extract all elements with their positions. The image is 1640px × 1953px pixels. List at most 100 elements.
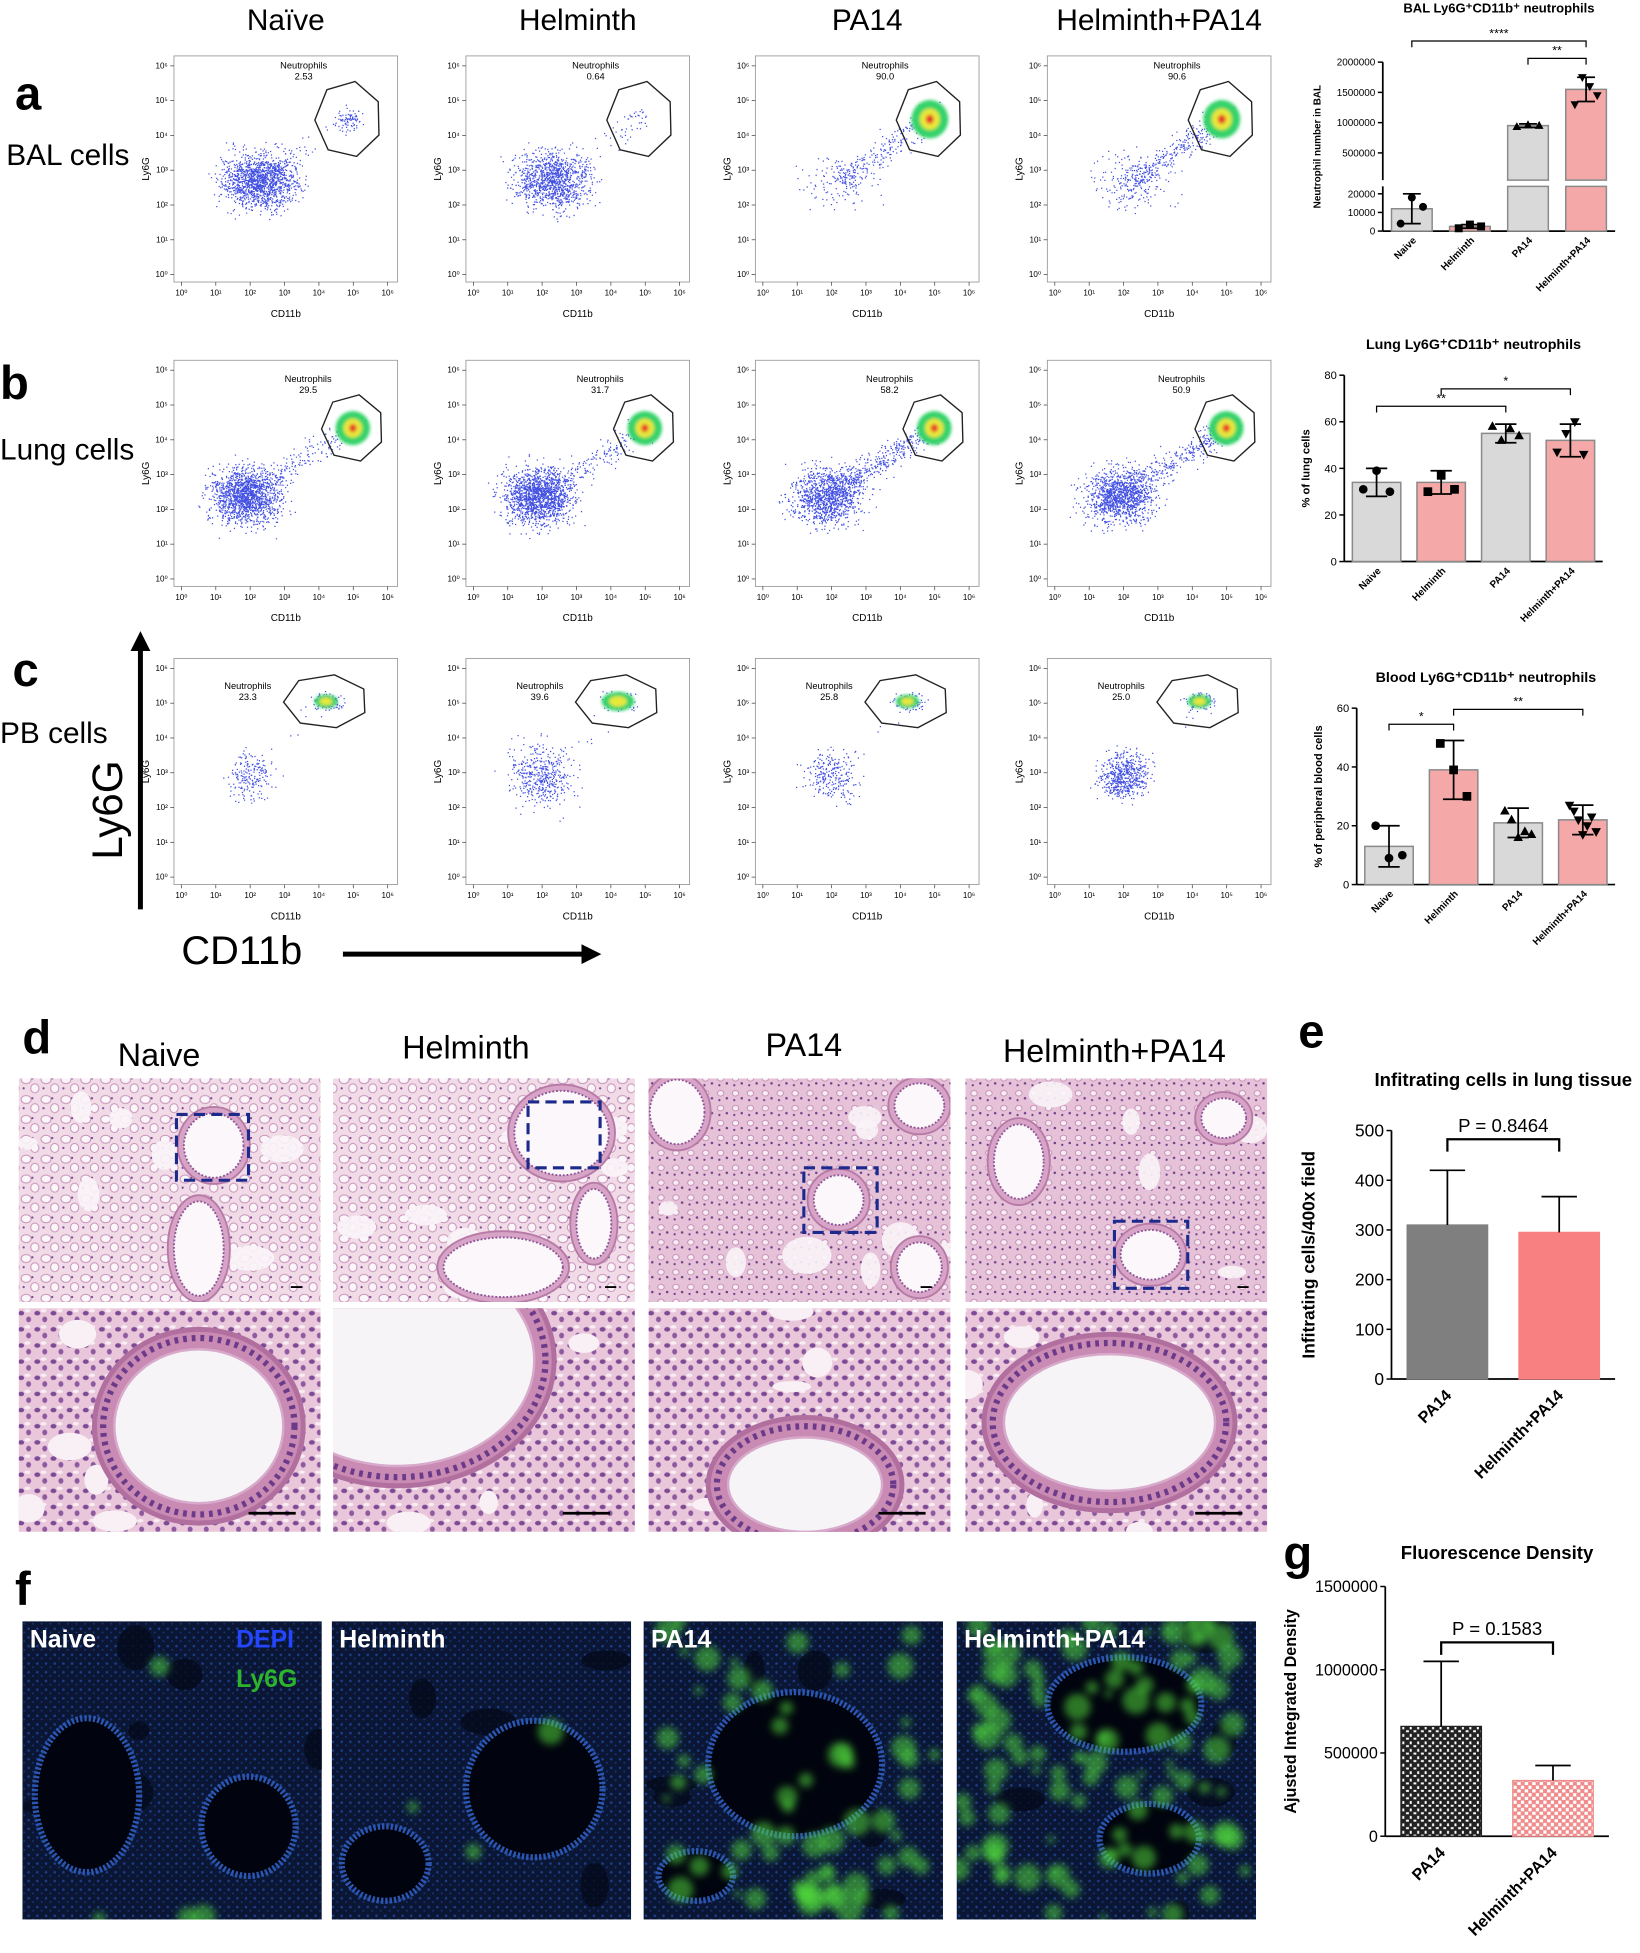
dark-space <box>860 1888 906 1909</box>
gate-name: Neutrophils <box>1154 60 1201 70</box>
x-tick-label: 10² <box>244 891 256 900</box>
data-point <box>1449 765 1458 775</box>
ly6g-blob <box>967 1690 979 1703</box>
ly6g-blob <box>1176 1871 1189 1884</box>
ly6g-blob <box>1200 1885 1220 1905</box>
gate <box>574 674 658 729</box>
significance-bracket <box>1527 57 1587 65</box>
gate <box>1156 674 1239 729</box>
ly6g-blob <box>995 1640 1021 1666</box>
x-axis-label: CD11b <box>852 613 883 624</box>
plot-frame <box>173 55 399 283</box>
y-tick-label: 1000000 <box>1315 1661 1378 1679</box>
air-space <box>1138 1153 1161 1191</box>
event-dots <box>1090 101 1237 215</box>
column-header: Naïve <box>247 4 325 37</box>
ly6g-blob <box>1095 1728 1120 1753</box>
ly6g-blob <box>656 1726 679 1750</box>
x-tick-label: PA14 <box>1500 889 1525 914</box>
ly6g-blob <box>818 1865 837 1884</box>
y-tick-label: 10⁵ <box>1029 699 1041 708</box>
ly6g-blob <box>1127 1800 1148 1820</box>
data-point <box>1573 816 1584 826</box>
ly6g-blob <box>1023 1659 1043 1679</box>
ly6g-blob <box>1152 1785 1174 1807</box>
ly6g-blob <box>1169 1823 1184 1839</box>
airway-lumen <box>648 1078 706 1146</box>
air-space <box>965 1369 983 1400</box>
x-tick-label: 10⁵ <box>347 289 359 298</box>
y-tick-label: 10² <box>448 803 460 812</box>
error-bar <box>1535 1764 1571 1781</box>
air-space <box>782 1236 832 1274</box>
panel-letter: g <box>1283 1527 1312 1580</box>
ly6g-blob <box>797 1889 814 1905</box>
y-tick-label: 10⁶ <box>447 61 459 70</box>
x-tick-label: 10³ <box>279 891 291 900</box>
x-tick-label: Helminth+PA14 <box>1534 235 1593 294</box>
y-tick-label: 0 <box>1331 556 1337 568</box>
data-point <box>1500 805 1510 815</box>
y-tick-label: 10¹ <box>156 540 168 549</box>
density-core <box>1209 411 1244 446</box>
ly6g-blob <box>912 1857 930 1875</box>
air-space <box>404 1204 448 1226</box>
x-tick-label: 10⁰ <box>757 289 769 298</box>
gate-percent: 39.6 <box>531 692 549 702</box>
x-tick-label: 10² <box>826 891 838 900</box>
y-axis-label: Neutrophil number in BAL <box>1313 85 1324 208</box>
ly6g-blob <box>1111 1651 1132 1672</box>
y-tick-label: 10² <box>156 505 168 514</box>
micrograph-top <box>648 1078 951 1302</box>
chart-title: Infitrating cells in lung tissue <box>1374 1069 1632 1090</box>
y-tick-label: 10⁴ <box>447 733 460 742</box>
ly6g-blob <box>898 1777 920 1800</box>
y-tick-label: 0 <box>1370 227 1376 238</box>
air-space <box>70 1091 92 1123</box>
gate <box>902 394 964 462</box>
ly6g-blob <box>1099 1913 1108 1920</box>
y-tick-label: 10⁰ <box>156 574 168 583</box>
x-tick-label: 10⁴ <box>313 593 326 602</box>
x-tick-label: 10⁶ <box>963 289 975 298</box>
y-tick-label: 1000000 <box>1337 118 1376 129</box>
x-tick-label: 10⁶ <box>963 593 975 602</box>
event-dots <box>1069 414 1242 534</box>
ly6g-blob <box>1203 1736 1231 1764</box>
ly6g-blob <box>1003 1733 1023 1753</box>
density-yellow <box>1193 697 1206 706</box>
ly6g-blob <box>988 1802 1011 1825</box>
air-space <box>1028 1081 1073 1108</box>
dark-space <box>304 1728 322 1770</box>
ly6g-blob <box>1029 1745 1047 1762</box>
y-axis-label: Ajusted Integrated Density <box>1282 1609 1300 1814</box>
x-tick-label: 10³ <box>1152 289 1164 298</box>
y-tick-label: 10⁵ <box>447 699 459 708</box>
x-tick-label: 10³ <box>571 289 583 298</box>
bar <box>1518 1231 1601 1380</box>
data-point <box>1385 487 1395 497</box>
x-tick-label: 10¹ <box>210 289 222 298</box>
ly6g-blob <box>964 1845 981 1861</box>
y-tick-label: 10⁴ <box>155 733 168 742</box>
panel-letter: f <box>15 1563 31 1616</box>
data-point <box>1419 202 1427 211</box>
ly6g-blob <box>986 1780 1001 1795</box>
ly6g-blob <box>1104 1690 1113 1699</box>
air-space <box>84 1464 109 1495</box>
gate-percent: 29.5 <box>299 385 317 395</box>
y-tick-label: 10⁴ <box>447 131 460 140</box>
ly6g-blob <box>993 1662 1019 1688</box>
data-point <box>1462 792 1472 801</box>
x-tick-label: 10² <box>536 593 548 602</box>
ly6g-blob <box>92 1912 106 1920</box>
y-tick-label: 10² <box>448 200 460 209</box>
x-tick-label: 10² <box>826 289 838 298</box>
y-tick-label: 10⁰ <box>156 270 168 279</box>
ly6g-blob <box>1183 1638 1192 1647</box>
y-tick-label: 0 <box>1369 1828 1378 1846</box>
micrograph-top <box>332 1078 635 1302</box>
ly6g-blob <box>537 1718 564 1745</box>
y-tick-label: 10³ <box>156 166 168 175</box>
data-point <box>1582 822 1593 831</box>
